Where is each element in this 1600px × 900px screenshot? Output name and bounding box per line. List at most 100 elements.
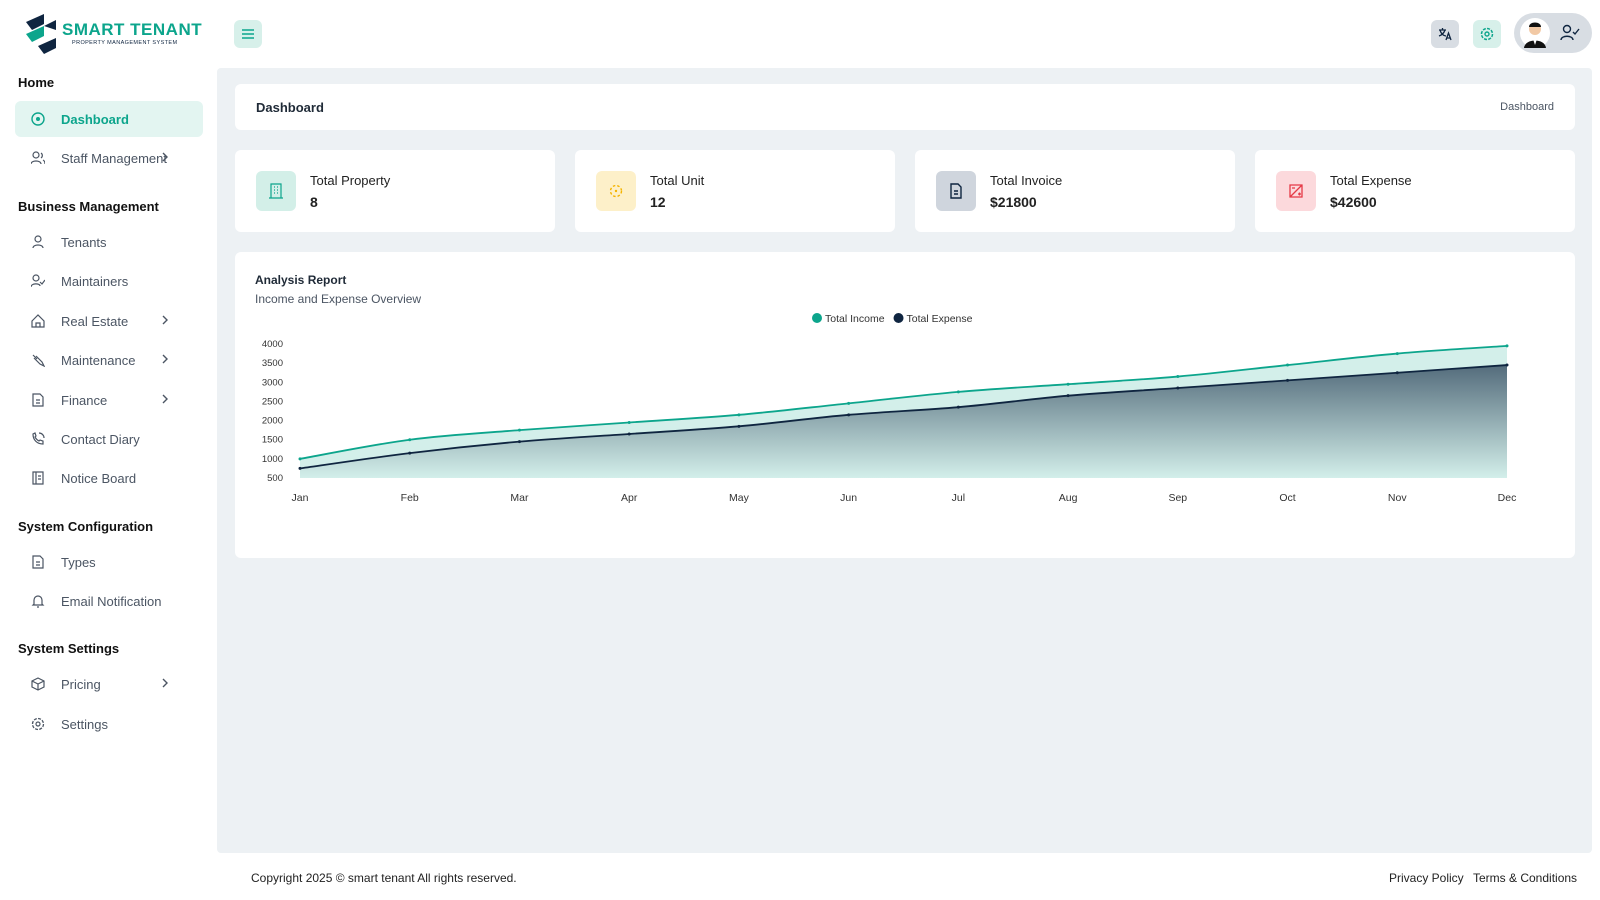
stat-icon xyxy=(256,171,296,211)
x-tick-label: Dec xyxy=(1498,492,1517,504)
expense-icon xyxy=(1289,184,1303,198)
nav-label: Settings xyxy=(61,716,108,732)
nav-icon xyxy=(32,555,44,569)
point xyxy=(298,457,302,461)
y-tick-label: 3000 xyxy=(262,377,283,388)
chevron xyxy=(162,394,168,404)
point xyxy=(847,401,851,405)
y-tick-label: 3500 xyxy=(262,358,283,369)
footer-link[interactable]: Privacy Policy xyxy=(1389,871,1464,885)
nav-icon xyxy=(32,235,44,249)
nav-label: Finance xyxy=(61,392,108,408)
nav-icon xyxy=(31,274,45,288)
nav-icon xyxy=(32,432,45,445)
chevron xyxy=(162,354,168,364)
point xyxy=(1286,378,1290,382)
settings-button[interactable] xyxy=(1473,20,1501,48)
y-tick-label: 1000 xyxy=(262,454,283,465)
nav-label: Contact Diary xyxy=(61,431,140,447)
chart-card: Analysis Report Income and Expense Overv… xyxy=(235,252,1575,558)
line xyxy=(299,345,1508,460)
language-button[interactable] xyxy=(1431,20,1459,48)
point xyxy=(1176,386,1180,390)
gear-icon xyxy=(1480,27,1494,41)
x-tick-label: Oct xyxy=(1279,492,1295,504)
nav-label: Notice Board xyxy=(61,470,137,486)
point xyxy=(408,438,412,442)
footer-link[interactable]: Terms & Conditions xyxy=(1473,871,1578,885)
copyright: Copyright 2025 © smart tenant All rights… xyxy=(251,871,517,885)
y-tick-label: 500 xyxy=(267,473,283,484)
translate-icon xyxy=(1438,28,1452,41)
nav-heading: System Settings xyxy=(18,641,120,656)
chart-title: Analysis Report xyxy=(255,273,347,287)
stat-card: Total Invoice $21800 xyxy=(915,150,1235,232)
nav-item[interactable]: Dashboard xyxy=(15,101,203,137)
legend-label: Total Expense xyxy=(907,313,973,325)
point xyxy=(847,413,851,417)
x-tick-label: May xyxy=(729,492,750,504)
x-tick-label: Jul xyxy=(952,492,965,504)
nav-item[interactable]: Contact Diary xyxy=(15,421,203,457)
point xyxy=(737,413,741,417)
point xyxy=(956,405,960,409)
avatar xyxy=(1520,18,1550,48)
stat-label: Total Unit xyxy=(650,172,705,188)
nav-label: Dashboard xyxy=(61,111,129,127)
nav-item[interactable]: Maintainers xyxy=(15,263,203,299)
chart: Total Income Total Expense 500 1000 1500 2000… xyxy=(262,313,1517,504)
nav-item[interactable]: Maintenance xyxy=(15,342,203,378)
unit-icon xyxy=(609,184,623,198)
nav-heading: Home xyxy=(18,75,55,90)
area-fill xyxy=(300,365,1507,478)
user-menu[interactable] xyxy=(1514,13,1592,53)
nav-item[interactable]: Tenants xyxy=(15,224,203,260)
point xyxy=(517,428,521,432)
chevron xyxy=(162,678,168,688)
stat-card: Total Property 8 xyxy=(235,150,555,232)
breadcrumb[interactable]: Dashboard xyxy=(1500,101,1554,113)
page-title: Dashboard xyxy=(256,99,324,115)
stat-label: Total Invoice xyxy=(990,172,1063,188)
nav-heading: System Configuration xyxy=(18,519,154,534)
nav-item[interactable]: Staff Management xyxy=(15,140,203,176)
line xyxy=(299,364,1508,470)
nav-icon xyxy=(32,393,44,407)
stat-value: $42600 xyxy=(1330,193,1377,210)
nav-heading: Business Management xyxy=(18,199,159,214)
point xyxy=(1395,371,1399,375)
point xyxy=(298,466,302,470)
stat-icon xyxy=(596,171,636,211)
user-check-icon xyxy=(1560,24,1580,41)
logo[interactable]: SMART TENANT PROPERTY MANAGEMENT SYSTEM xyxy=(22,12,202,54)
nav-icon xyxy=(31,314,45,328)
menu-toggle[interactable] xyxy=(234,20,262,48)
nav-icon xyxy=(32,354,45,367)
chart-subtitle: Income and Expense Overview xyxy=(255,292,422,306)
x-tick-label: Apr xyxy=(621,492,638,504)
point xyxy=(408,451,412,455)
point xyxy=(737,424,741,428)
x-tick-label: Nov xyxy=(1388,492,1407,504)
nav-label: Pricing xyxy=(61,676,101,692)
chevron xyxy=(162,315,168,325)
nav-item[interactable]: Finance xyxy=(15,382,203,418)
nav-item[interactable]: Real Estate xyxy=(15,303,203,339)
stat-card: Total Unit 12 xyxy=(575,150,895,232)
nav-icon xyxy=(31,112,45,126)
nav-icon xyxy=(31,717,45,731)
stat-value: $21800 xyxy=(990,193,1037,210)
x-tick-label: Jan xyxy=(292,492,309,504)
nav-item[interactable]: Notice Board xyxy=(15,460,203,496)
nav-item[interactable]: Email Notification xyxy=(15,583,203,619)
x-tick-label: Aug xyxy=(1059,492,1078,504)
nav-item[interactable]: Settings xyxy=(15,706,203,742)
invoice-icon xyxy=(950,183,962,199)
legend-marker xyxy=(893,313,904,323)
nav-item[interactable]: Pricing xyxy=(15,666,203,702)
y-tick-label: 1500 xyxy=(262,435,283,446)
nav-label: Tenants xyxy=(61,234,107,250)
stat-label: Total Expense xyxy=(1330,172,1412,188)
nav-item[interactable]: Types xyxy=(15,544,203,580)
